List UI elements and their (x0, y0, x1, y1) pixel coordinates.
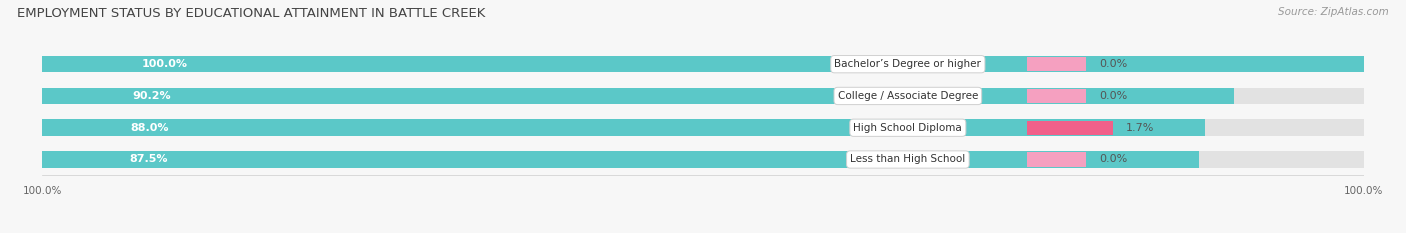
Bar (1026, 57, 1087, 71)
Text: High School Diploma: High School Diploma (853, 123, 962, 133)
Text: 90.2%: 90.2% (132, 91, 172, 101)
Text: Less than High School: Less than High School (851, 154, 966, 164)
Bar (42, 88, 1364, 104)
Text: 1.7%: 1.7% (1126, 123, 1154, 133)
Text: 87.5%: 87.5% (129, 154, 169, 164)
Bar (1026, 152, 1087, 167)
Bar (42, 151, 1198, 168)
Bar (42, 120, 1205, 136)
Text: Source: ZipAtlas.com: Source: ZipAtlas.com (1278, 7, 1389, 17)
Text: 0.0%: 0.0% (1099, 59, 1128, 69)
Text: College / Associate Degree: College / Associate Degree (838, 91, 979, 101)
Text: Bachelor’s Degree or higher: Bachelor’s Degree or higher (834, 59, 981, 69)
Legend: In Labor Force, Unemployed: In Labor Force, Unemployed (602, 230, 804, 233)
Text: EMPLOYMENT STATUS BY EDUCATIONAL ATTAINMENT IN BATTLE CREEK: EMPLOYMENT STATUS BY EDUCATIONAL ATTAINM… (17, 7, 485, 20)
Bar (1026, 89, 1087, 103)
Text: 100.0%: 100.0% (141, 59, 187, 69)
Bar (42, 88, 1234, 104)
Bar (42, 56, 1364, 72)
Text: 0.0%: 0.0% (1099, 154, 1128, 164)
Text: 88.0%: 88.0% (131, 123, 169, 133)
Text: 0.0%: 0.0% (1099, 91, 1128, 101)
Bar (1026, 121, 1112, 135)
Bar (42, 56, 1364, 72)
Bar (42, 120, 1364, 136)
Bar (42, 151, 1364, 168)
